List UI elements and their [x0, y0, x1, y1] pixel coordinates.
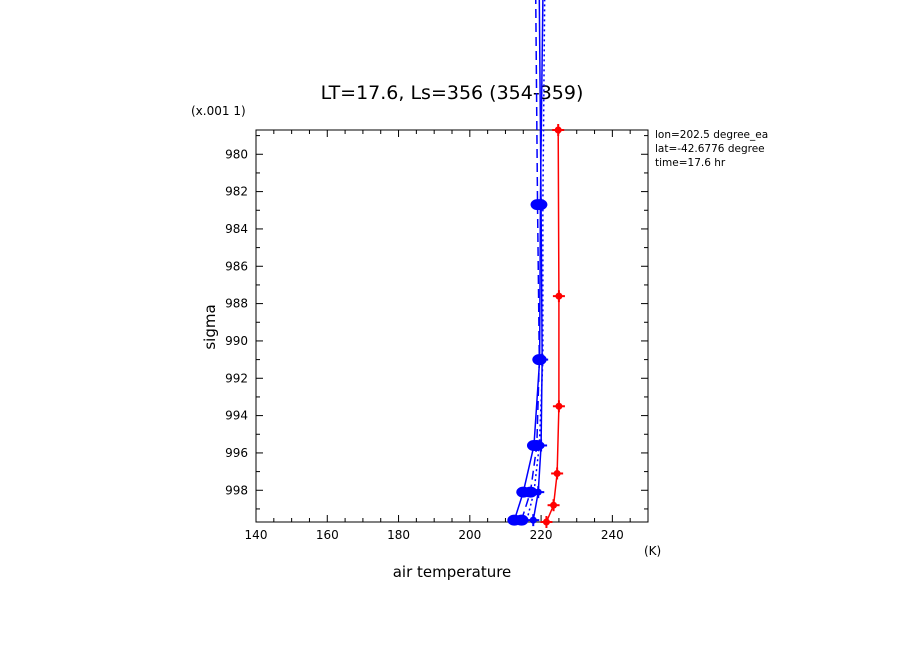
- y-tick-label: 990: [225, 334, 248, 348]
- y-tick-label: 982: [225, 185, 248, 199]
- axis-ticks: 140 160 180 200 220 240 980 982 984 986 988 990 992 9…: [225, 130, 649, 542]
- x-tick-label: 240: [601, 528, 624, 542]
- data-point: [507, 514, 522, 526]
- x-tick-label: 140: [245, 528, 268, 542]
- x-units-label: (K): [644, 544, 661, 558]
- chart-title: LT=17.6, Ls=356 (354-359): [321, 82, 584, 104]
- y-tick-label: 980: [225, 147, 248, 161]
- series-1: [540, 124, 565, 528]
- annotation-time: time=17.6 hr: [655, 157, 726, 169]
- data-point: [516, 486, 531, 498]
- y-tick-label: 984: [225, 222, 248, 236]
- y-tick-label: 998: [225, 483, 248, 497]
- series-line: [526, 0, 546, 521]
- series-line: [520, 0, 541, 521]
- y-axis-label: sigma: [201, 304, 219, 349]
- y-tick-label: 986: [225, 259, 248, 273]
- y-tick-label: 992: [225, 371, 248, 385]
- series-4: [507, 0, 548, 526]
- annotation-lon: lon=202.5 degree_ea: [655, 129, 768, 141]
- y-scale-note: (x.001 1): [191, 104, 246, 118]
- annotation-lat: lat=-42.6776 degree: [655, 143, 765, 155]
- x-tick-label: 160: [316, 528, 339, 542]
- plot-frame: [255, 129, 649, 523]
- y-tick-label: 994: [225, 409, 248, 423]
- x-tick-label: 220: [530, 528, 553, 542]
- data-point: [532, 354, 547, 366]
- data-point: [533, 199, 548, 211]
- x-tick-label: 200: [458, 528, 481, 542]
- x-axis-label: air temperature: [393, 563, 512, 581]
- y-tick-label: 988: [225, 297, 248, 311]
- y-tick-label: 996: [225, 446, 248, 460]
- series-line: [545, 129, 560, 523]
- x-tick-label: 180: [387, 528, 410, 542]
- series-5: [526, 0, 546, 521]
- series-group: [507, 0, 565, 528]
- data-point: [526, 439, 541, 451]
